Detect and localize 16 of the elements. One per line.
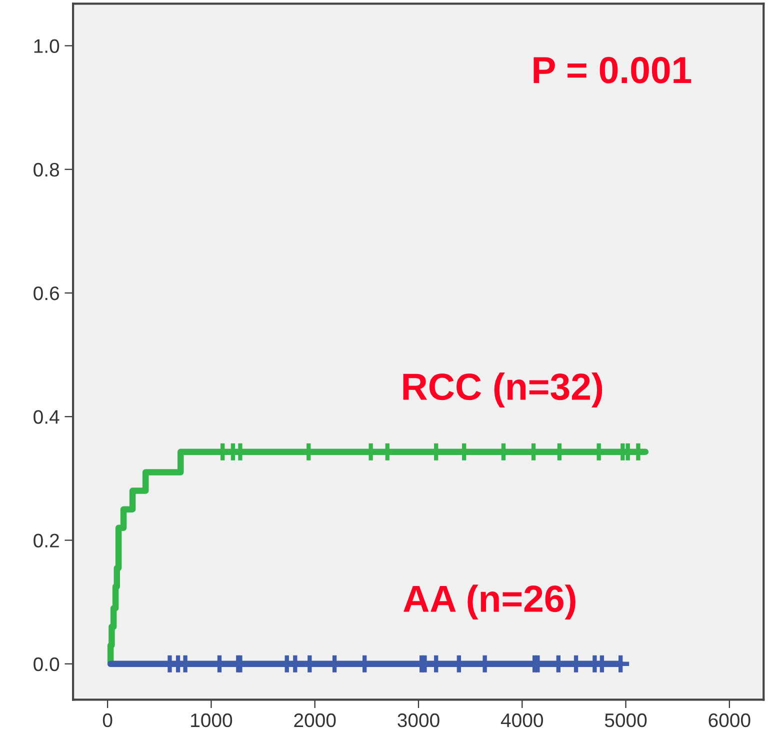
- x-tick-label: 3000: [398, 713, 440, 728]
- series-label: AA (n=26): [404, 584, 576, 620]
- y-tick-label: 0.2: [34, 534, 59, 548]
- y-tick-label: 0.0: [34, 657, 60, 672]
- annotation: P = 0.001: [534, 56, 692, 84]
- y-tick-label: 0.8: [34, 162, 60, 177]
- series-label: RCC (n=32): [403, 372, 602, 408]
- y-tick-label: 1.0: [34, 39, 60, 53]
- x-tick-label: 6000: [708, 713, 750, 728]
- x-tick-label: 4000: [500, 713, 544, 728]
- x-tick-label: 0: [102, 713, 112, 728]
- y-tick-label: 0.6: [34, 286, 60, 300]
- x-tick-label: 5000: [604, 713, 647, 728]
- x-tick-label: 1000: [191, 713, 232, 728]
- x-tick-label: 2000: [294, 713, 336, 728]
- y-tick-label: 0.4: [34, 410, 60, 424]
